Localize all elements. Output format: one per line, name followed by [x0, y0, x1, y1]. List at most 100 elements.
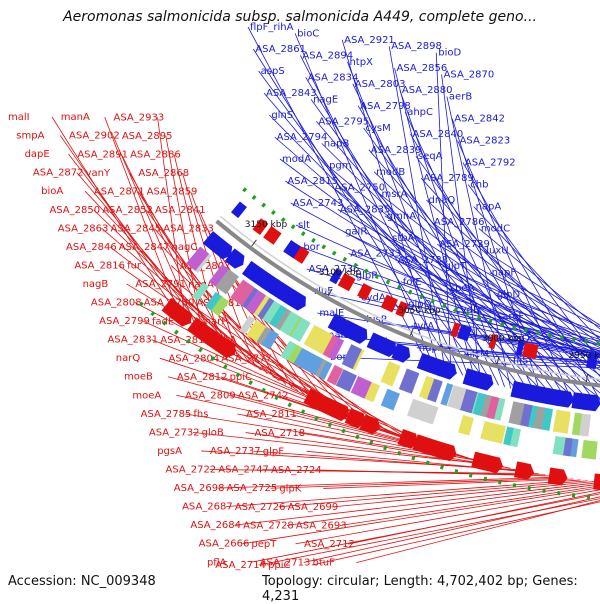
gene-label-leader: [271, 478, 567, 488]
gene-label: ASA_2870: [444, 70, 495, 81]
gene-label: stbA: [392, 233, 414, 244]
gene-label: ASA_2843: [266, 88, 317, 99]
gene-label: ASA_2847: [119, 242, 170, 253]
gene-label: ASA_2921: [344, 35, 395, 46]
gene-label: ASA_2831: [107, 335, 158, 346]
gene-label: ASA_2845: [111, 224, 162, 235]
gene-label: ASA_2725: [227, 483, 278, 494]
gene-label: ASA_2852: [102, 205, 153, 216]
gene-label: aspS: [261, 66, 285, 77]
gene-label: ASA_2811: [246, 409, 297, 420]
gene-label: flpF_rihA: [250, 22, 294, 33]
gene-label: gmhA: [387, 211, 416, 222]
reverse-gene-arrow: [514, 461, 534, 479]
gene-label: ASA_2839: [371, 145, 422, 156]
gene-label: ASA_2880: [402, 85, 453, 96]
gene-label: moeA: [132, 390, 161, 401]
gene-label: napF: [492, 268, 517, 279]
gene-label: malI: [8, 112, 30, 123]
feature-block: [381, 361, 401, 386]
gene-label: ASA_2850: [49, 205, 100, 216]
gene-label: ASA_2840: [413, 129, 464, 140]
gene-label: ASA_2699: [288, 502, 339, 513]
gene-label: modA: [282, 154, 311, 165]
gene-label: ASA_2728: [243, 520, 294, 531]
accession-label: Accession: NC_009348: [8, 574, 156, 589]
gene-label: nagE: [313, 94, 338, 105]
gene-label: ASA_2846: [66, 242, 117, 253]
gene-label: ASA_2872: [33, 168, 84, 179]
gene-label: ASA_2871: [94, 186, 145, 197]
gene-label: gloB: [202, 428, 224, 439]
gene-label: tyrA: [413, 321, 434, 332]
gene-label: ASA_2933: [114, 112, 165, 123]
kbp-tick-label: 3050 kbp: [398, 306, 441, 316]
gene-label: pepT: [251, 539, 277, 550]
gene-label: narP: [205, 316, 228, 327]
gene-label: ASA_2886: [130, 149, 181, 160]
gene-label: nagC: [172, 242, 198, 253]
gene-label: ASA_2842: [454, 114, 505, 125]
gene-label: ASA_2812: [177, 372, 228, 383]
gene-label: pgsA: [157, 446, 182, 457]
gene-label: glpD: [497, 290, 520, 301]
gene-label: bioA: [41, 186, 63, 197]
gene-label: slt: [298, 220, 310, 231]
inner-feature: [231, 201, 247, 218]
gene-label: ASA_2718: [254, 428, 305, 439]
gene-label: chb: [470, 180, 488, 191]
gene-label: napB: [324, 138, 350, 149]
gene-label: ASA_2714: [215, 560, 266, 571]
gene-label: ASA_2794: [277, 132, 328, 143]
gene-label: ASA_2739: [439, 239, 490, 250]
gene-label: manA: [61, 112, 90, 123]
gene-label: aroF: [502, 312, 524, 323]
feature-block: [399, 369, 420, 394]
gene-label: ASA_2895: [122, 131, 173, 142]
gene-label: ASA_2894: [302, 50, 353, 61]
gene-label: ASA_2789: [423, 173, 474, 184]
gene-label: ASA_2786: [434, 217, 485, 228]
kbp-tick-label: 3150 kbp: [245, 220, 288, 230]
gene-label: napA: [476, 202, 502, 213]
gene-label: ASA_2868: [138, 168, 189, 179]
gene-label: ASA_2841: [155, 205, 206, 216]
gene-label: ppiC: [230, 372, 252, 383]
gene-label: smpA: [16, 131, 44, 142]
gene-label: galR: [345, 226, 367, 237]
feature-block: [458, 415, 474, 435]
gene-label: dnaQ: [429, 195, 456, 206]
gene-label: btuF: [312, 558, 335, 569]
gene-label: ASA_2785: [141, 409, 192, 420]
gene-label: ASA_2791: [135, 279, 186, 290]
gene-label: glpK: [279, 483, 301, 494]
gene-label: ASA_2835: [340, 204, 391, 215]
gene-label: ASA_2815: [287, 176, 338, 187]
kbp-tick-label: 2950 kbp: [568, 351, 600, 361]
gene-label: narQ: [116, 353, 141, 364]
gene-label: ASA_2724: [271, 465, 322, 476]
gene-label: ppiC: [268, 560, 290, 571]
gene-label: htpX: [349, 57, 373, 68]
gene-label: ASA_2902: [69, 131, 120, 142]
kbp-tick-label: 3000 kbp: [482, 334, 525, 344]
gene-label: aerB: [449, 92, 472, 103]
gene-label: ASA_2898: [391, 41, 442, 52]
kbp-tick-label: 3100 kbp: [319, 268, 362, 278]
gene-label: ahpC: [407, 107, 433, 118]
feature-block: [581, 440, 597, 460]
gene-label: bioD: [438, 48, 461, 59]
gene-label: folE: [403, 277, 422, 288]
gene-label: pgm: [329, 160, 351, 171]
gene-label: msrA: [381, 189, 407, 200]
gene-label: ASA_2684: [190, 520, 241, 531]
gene-label: ASA_2799: [99, 316, 150, 327]
gene-label: speA: [450, 283, 475, 294]
gene-label: ASA_2732: [149, 427, 200, 438]
gene-label: ASA_2726: [235, 502, 286, 513]
gene-label: ASA_2743: [293, 198, 344, 209]
gene-label: ASA_2737: [210, 446, 261, 457]
gene-label: ASA_2859: [147, 187, 198, 198]
gene-label: ASA_2891: [77, 149, 128, 160]
